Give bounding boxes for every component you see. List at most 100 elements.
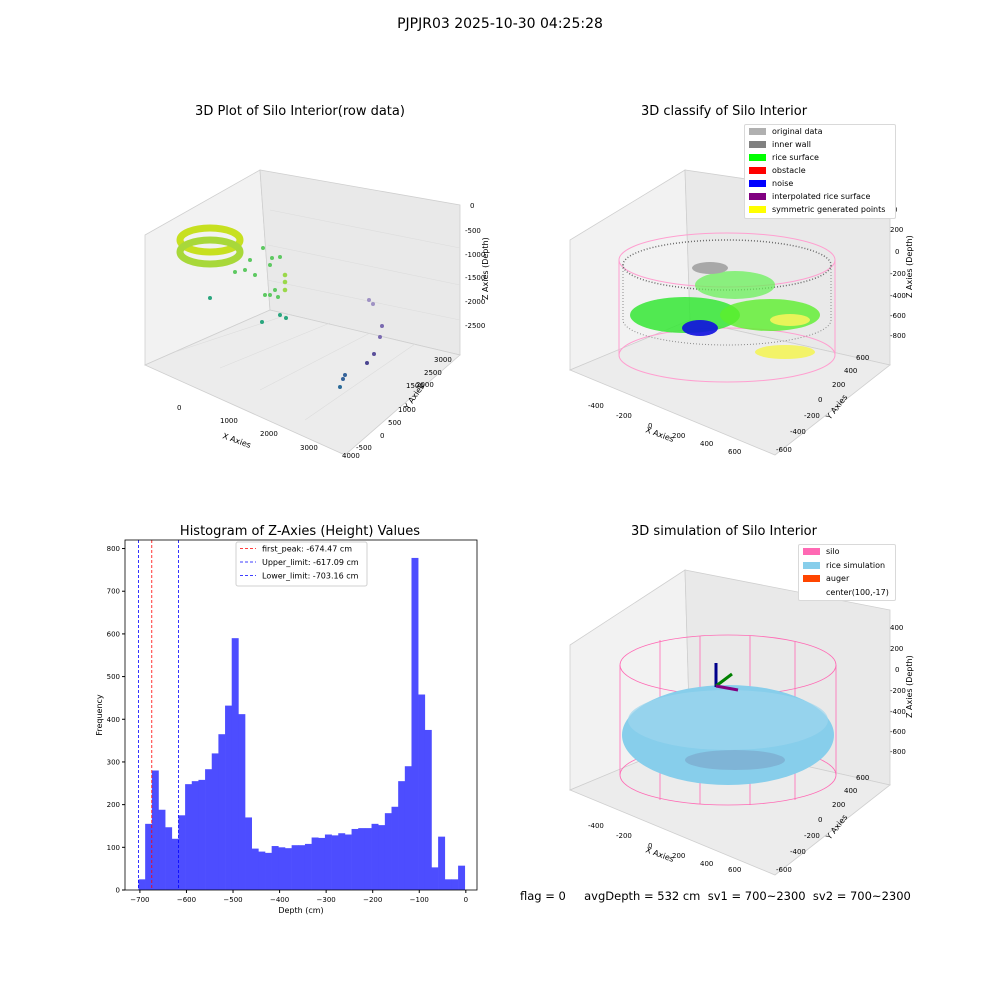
panel1-zlabel: Z Axies (Depth) xyxy=(481,237,490,300)
histogram-legend xyxy=(235,541,368,587)
panel4-ztick: -600 xyxy=(890,728,906,736)
panel1-ytick: 1000 xyxy=(398,406,416,414)
legend-swatch xyxy=(749,141,766,148)
legend-swatch xyxy=(803,575,820,583)
histogram-bar xyxy=(418,694,426,890)
histogram-bar xyxy=(284,848,292,890)
x-tick-label: −500 xyxy=(223,896,242,904)
panel2-xtick: 600 xyxy=(728,448,741,456)
panel4-ytick: 0 xyxy=(818,816,822,824)
panel4-3d-plot: -400 -200 0 200 400 600 -600 -400 -200 0… xyxy=(568,569,914,876)
histogram-bar xyxy=(431,867,439,890)
histogram-bar xyxy=(198,779,206,890)
histogram-bar xyxy=(258,851,266,890)
histogram-bar xyxy=(378,825,386,890)
histogram-bar xyxy=(324,834,332,890)
panel4-ytick: -400 xyxy=(790,848,806,856)
histogram-bar xyxy=(185,784,193,890)
histogram-bar xyxy=(384,813,392,890)
panel2-legend: original data inner wall rice surface obsta… xyxy=(744,124,896,219)
panel2-xtick: 400 xyxy=(700,440,713,448)
y-tick-label: 100 xyxy=(107,844,120,852)
panel2-ztick: -800 xyxy=(890,332,906,340)
panel2-ytick: -400 xyxy=(790,428,806,436)
panel2-xtick: -200 xyxy=(616,412,632,420)
x-tick-label: 0 xyxy=(464,896,468,904)
y-tick-label: 600 xyxy=(107,630,120,638)
legend-label: auger xyxy=(826,574,850,584)
histogram-bar xyxy=(251,848,259,890)
panel2-silo-wireframe xyxy=(618,232,836,383)
legend-label: rice surface xyxy=(772,153,819,162)
panel2-xtick: 0 xyxy=(648,422,652,430)
histogram-bar xyxy=(398,781,406,890)
panel1-points xyxy=(208,246,384,389)
panel2-title: 3D classify of Silo Interior xyxy=(640,104,808,119)
legend-swatch xyxy=(803,589,820,596)
panel1-xtick: 2000 xyxy=(260,430,278,438)
legend-label: Upper_limit: -617.09 cm xyxy=(262,558,359,567)
panel4-ztick: 200 xyxy=(890,645,903,653)
x-tick-label: −600 xyxy=(177,896,196,904)
y-tick-label: 0 xyxy=(116,887,120,895)
histogram-bar xyxy=(391,806,399,890)
panel4-xlabel: X Axies xyxy=(644,845,675,864)
histogram-bar xyxy=(151,770,159,890)
legend-label: Lower_limit: -703.16 cm xyxy=(262,572,359,581)
histogram-bar xyxy=(358,828,366,890)
histogram-bar xyxy=(424,729,432,890)
panel1-ytick: 1500 xyxy=(406,382,424,390)
histogram-bar xyxy=(451,879,459,890)
legend-entry: rice simulation xyxy=(799,559,895,573)
histogram-bar xyxy=(205,769,213,890)
panel4-ztick: 400 xyxy=(890,624,903,632)
legend-label: inner wall xyxy=(772,140,812,149)
panel4-ztick: -200 xyxy=(890,687,906,695)
panel2-ztick: 0 xyxy=(895,248,899,256)
histogram-bar xyxy=(211,753,219,890)
panel4-ytick: -200 xyxy=(804,832,820,840)
panel1-xlabel: X Axies xyxy=(221,431,252,450)
panel1-ytick: 2000 xyxy=(416,381,434,389)
histogram-bar xyxy=(318,837,326,890)
panel2-ytick: -200 xyxy=(804,412,820,420)
histogram-bar xyxy=(245,817,252,890)
panel4-xtick: 0 xyxy=(648,842,652,850)
panel4-ytick: -600 xyxy=(776,866,792,874)
histogram-bar xyxy=(218,734,226,890)
panel1-xtick: 3000 xyxy=(300,444,318,452)
histogram-chart: −700 −600 −500 −400 −300 −200 −100 0 0 100 200 300 4… xyxy=(95,539,478,915)
panel1-ztick: -1500 xyxy=(465,274,485,282)
panel4-ztick: -800 xyxy=(890,748,906,756)
legend-entry: auger xyxy=(799,572,895,586)
panel2-ztick: -200 xyxy=(890,270,906,278)
panel2-xtick: -400 xyxy=(588,402,604,410)
panel1-ring-bottom xyxy=(176,236,244,268)
x-tick-label: −100 xyxy=(410,896,429,904)
histogram-bar xyxy=(191,781,199,890)
panel4-zlabel: Z Axies (Depth) xyxy=(905,655,914,718)
legend-entry: noise xyxy=(745,177,895,190)
panel2-ytick: 600 xyxy=(856,354,869,362)
figure-title: PJPJR03 2025-10-30 04:25:28 xyxy=(397,16,603,32)
panel1-ytick: 3000 xyxy=(434,356,452,364)
histogram-bar xyxy=(265,852,272,890)
legend-swatch xyxy=(749,180,766,187)
legend-swatch xyxy=(749,167,766,174)
histogram-bar xyxy=(338,833,346,890)
histogram-bar xyxy=(371,823,379,890)
x-tick-label: −700 xyxy=(130,896,149,904)
histogram-bar xyxy=(438,836,446,890)
y-axis-label: Frequency xyxy=(95,694,104,736)
panel4-ztick: -400 xyxy=(890,708,906,716)
legend-label: noise xyxy=(772,179,794,188)
panel2-ytick: -600 xyxy=(776,446,792,454)
x-tick-label: −200 xyxy=(363,896,382,904)
histogram-bar xyxy=(145,823,153,890)
legend-entry: interpolated rice surface xyxy=(745,190,895,203)
histogram-bar xyxy=(331,835,339,890)
x-tick-label: −300 xyxy=(317,896,336,904)
panel1-ytick: -500 xyxy=(356,444,372,452)
panel4-rice-simulation xyxy=(622,685,834,785)
y-tick-label: 700 xyxy=(107,588,120,596)
